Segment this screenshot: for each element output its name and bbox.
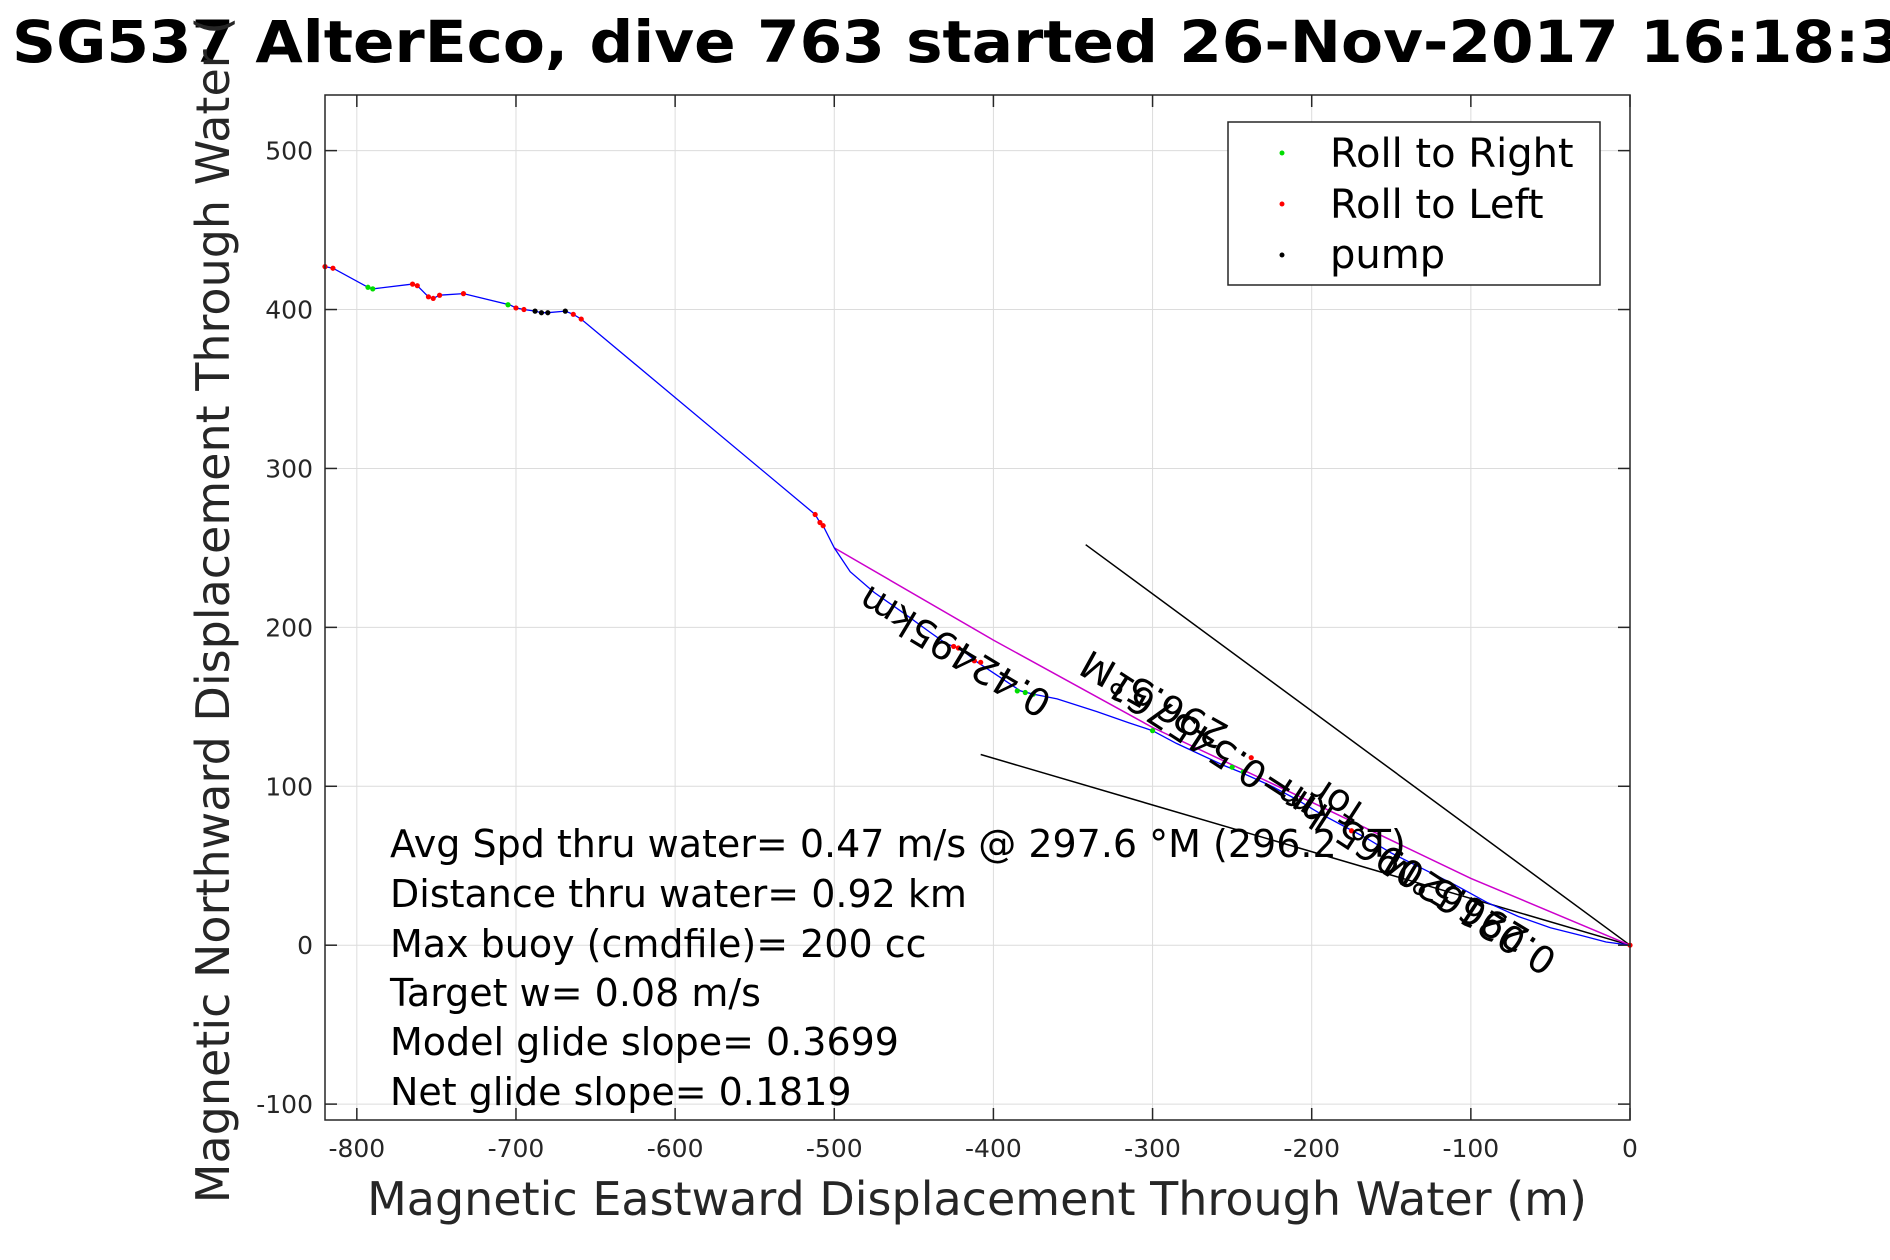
y-tick-label: -100 bbox=[256, 1090, 313, 1119]
roll-left-point bbox=[414, 283, 420, 289]
x-tick-label: 0 bbox=[1622, 1134, 1638, 1163]
roll-left-point bbox=[513, 305, 519, 311]
legend: Roll to Right Roll to Left pump bbox=[1227, 121, 1601, 286]
legend-box bbox=[1227, 121, 1601, 286]
pump-point bbox=[545, 310, 551, 316]
roll-left-point bbox=[1348, 828, 1355, 834]
roll-left-point bbox=[955, 645, 962, 651]
stat-target-w: Target w= 0.08 m/s bbox=[389, 971, 761, 1015]
stat-model-glide: Model glide slope= 0.3699 bbox=[390, 1020, 899, 1064]
reference-line bbox=[980, 753, 1631, 946]
reference-lines bbox=[980, 544, 1631, 946]
plot-frame bbox=[324, 94, 1631, 1121]
roll-left-point bbox=[430, 295, 436, 302]
chart-title: SG537 AlterEco, dive 763 started 26-Nov-… bbox=[12, 8, 1890, 76]
roll-left-point bbox=[330, 265, 336, 271]
roll-left-point bbox=[570, 311, 576, 317]
roll-right-point bbox=[365, 284, 371, 290]
axis-ticks: -800 -700 -600 -500 -400 -300 -200 -100 0 -100 0 10… bbox=[256, 95, 1638, 1163]
stat-distance: Distance thru water= 0.92 km bbox=[390, 872, 967, 916]
x-tick-label: -200 bbox=[1283, 1134, 1340, 1163]
y-tick-label: 500 bbox=[265, 137, 313, 166]
roll-left-point bbox=[425, 294, 432, 300]
legend-marker-roll-left bbox=[1279, 201, 1285, 207]
legend-label-pump: pump bbox=[1330, 232, 1445, 278]
markers bbox=[322, 264, 1633, 948]
x-tick-label: -600 bbox=[647, 1134, 704, 1163]
y-tick-label: 100 bbox=[265, 772, 313, 801]
roll-left-point bbox=[1248, 755, 1254, 761]
roll-left-point bbox=[409, 281, 416, 287]
roll-right-point bbox=[1022, 689, 1028, 696]
pump-point bbox=[532, 308, 538, 314]
roll-left-point bbox=[817, 519, 823, 526]
y-tick-label: 400 bbox=[265, 296, 313, 325]
pump-point bbox=[562, 308, 568, 314]
dive-statistics: Avg Spd thru water= 0.47 m/s @ 297.6 °M … bbox=[389, 822, 1406, 1114]
y-tick-label: 0 bbox=[297, 931, 313, 960]
x-tick-label: -500 bbox=[806, 1134, 863, 1163]
legend-label-roll-left: Roll to Left bbox=[1330, 182, 1544, 228]
roll-left-point bbox=[812, 511, 818, 518]
roll-right-point bbox=[370, 286, 376, 292]
y-axis-label: Magnetic Northward Displacement Through … bbox=[186, 17, 240, 1203]
roll-left-point bbox=[971, 658, 977, 664]
roll-left-point bbox=[436, 292, 443, 298]
roll-left-point bbox=[820, 523, 826, 529]
x-axis-label: Magnetic Eastward Displacement Through W… bbox=[367, 1172, 1587, 1226]
x-tick-label: -400 bbox=[965, 1134, 1022, 1163]
roll-right-point bbox=[1149, 728, 1156, 734]
roll-left-point bbox=[521, 306, 527, 313]
y-tick-label: 300 bbox=[265, 454, 313, 483]
roll-left-point bbox=[951, 643, 957, 650]
roll-right-point bbox=[1014, 688, 1020, 694]
stat-avg-speed: Avg Spd thru water= 0.47 m/s @ 297.6 °M … bbox=[390, 822, 1406, 866]
roll-left-point bbox=[578, 316, 584, 322]
x-tick-label: -800 bbox=[328, 1134, 385, 1163]
y-tick-label: 200 bbox=[265, 613, 313, 642]
x-tick-label: -300 bbox=[1124, 1134, 1181, 1163]
stat-net-glide: Net glide slope= 0.1819 bbox=[390, 1070, 852, 1114]
legend-label-roll-right: Roll to Right bbox=[1330, 131, 1574, 177]
roll-right-point bbox=[1229, 764, 1235, 770]
x-tick-label: -100 bbox=[1442, 1134, 1499, 1163]
stat-max-buoy: Max buoy (cmdfile)= 200 cc bbox=[390, 922, 927, 966]
pump-point bbox=[1293, 796, 1299, 802]
reference-line bbox=[1085, 544, 1631, 946]
legend-marker-pump bbox=[1279, 252, 1285, 258]
roll-left-point bbox=[460, 291, 467, 297]
roll-right-point bbox=[505, 302, 511, 308]
legend-marker-roll-right bbox=[1279, 150, 1285, 156]
roll-left-point bbox=[978, 659, 984, 665]
pump-point bbox=[538, 310, 545, 316]
roll-right-point bbox=[1240, 769, 1246, 775]
roll-right-point bbox=[1030, 691, 1036, 697]
x-tick-label: -700 bbox=[488, 1134, 545, 1163]
